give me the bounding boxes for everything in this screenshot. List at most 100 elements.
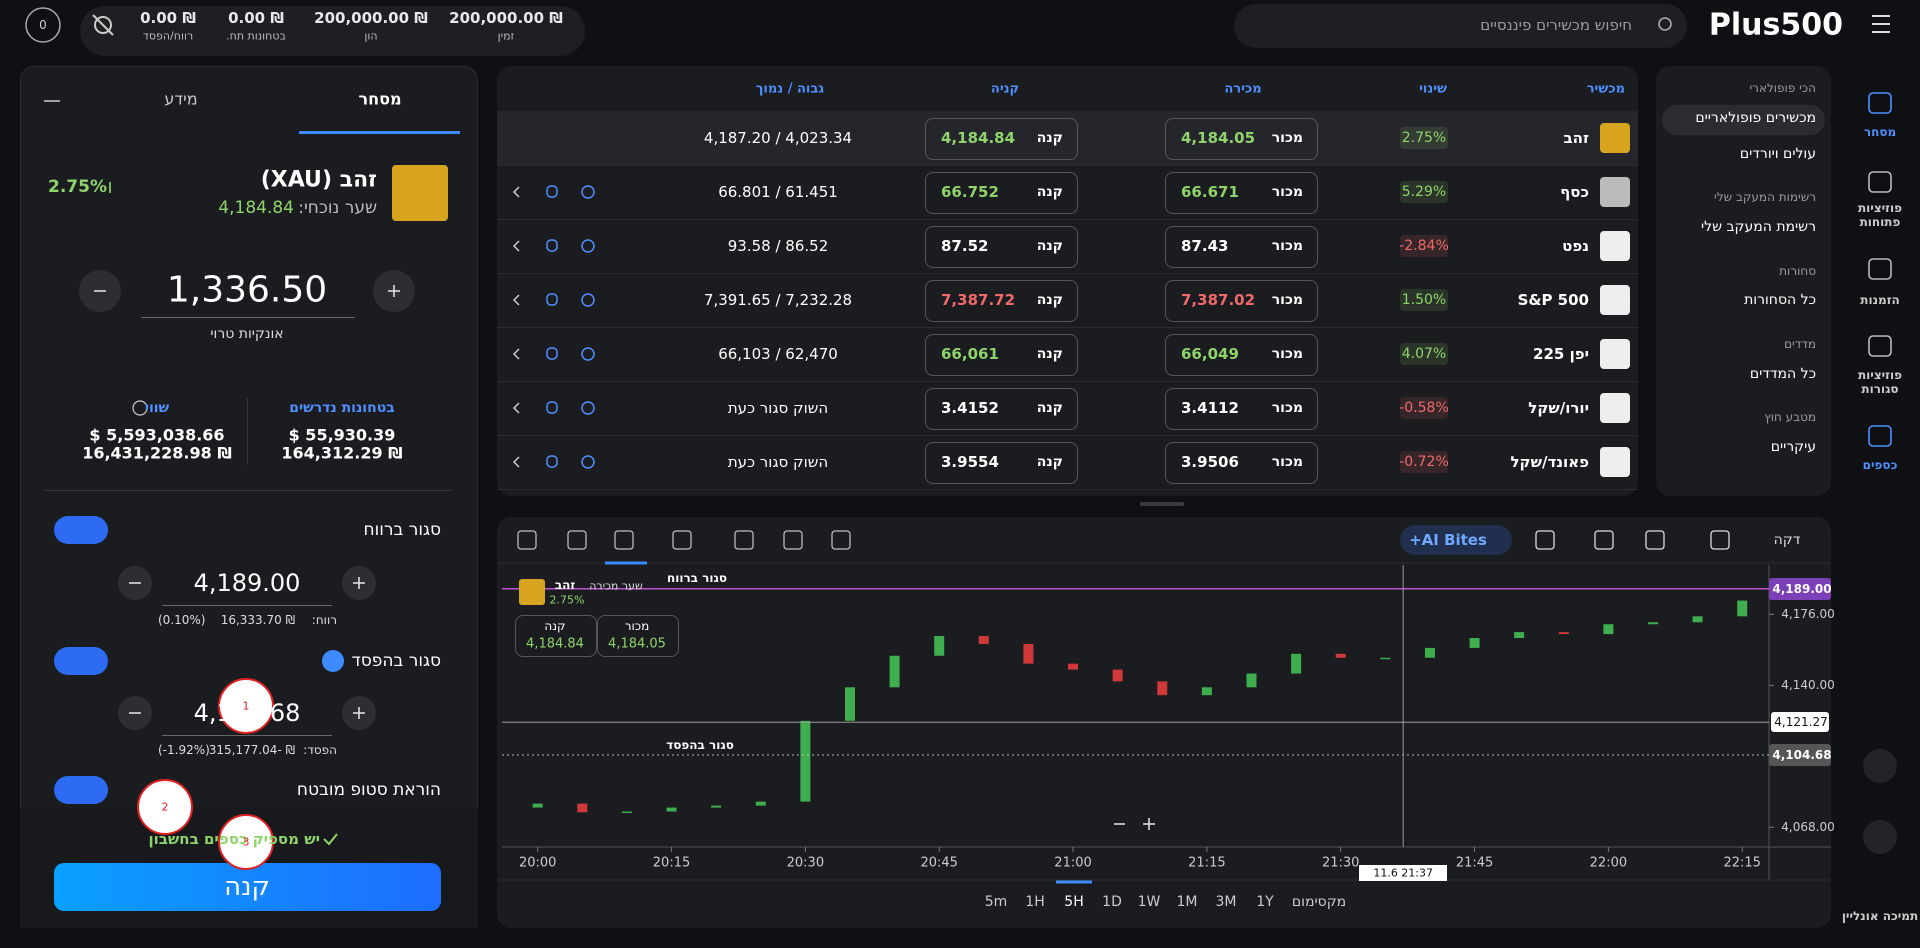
quick-trade[interactable] <box>515 615 597 657</box>
price-button[interactable] <box>1165 334 1318 376</box>
price-button[interactable] <box>1165 388 1318 430</box>
buy-button[interactable] <box>54 863 441 911</box>
price-button[interactable] <box>1165 118 1318 160</box>
favorite-icon[interactable] <box>581 455 595 469</box>
price-button[interactable] <box>1165 442 1318 484</box>
tab[interactable]: מידע <box>164 89 198 109</box>
alert-icon[interactable] <box>546 185 558 198</box>
nav-label[interactable]: כספים <box>1862 458 1898 472</box>
price-button[interactable] <box>1165 280 1318 322</box>
row-chevron[interactable] <box>512 456 520 468</box>
timeframe[interactable]: 1H <box>1025 894 1045 910</box>
category-item[interactable]: רשימת המעקב שלי <box>1700 219 1816 235</box>
price-button[interactable] <box>925 280 1078 322</box>
toggle[interactable] <box>54 776 108 804</box>
alert-icon[interactable] <box>546 293 558 306</box>
tab[interactable]: מסחר <box>358 89 402 109</box>
category-item[interactable]: עולים ויורדים <box>1739 146 1816 162</box>
timeframe[interactable]: מקסימום <box>1291 894 1347 910</box>
instrument-name[interactable]: יפן 225 <box>1533 345 1589 363</box>
toggle[interactable] <box>54 516 108 544</box>
timeframe[interactable]: 5m <box>984 894 1008 910</box>
favorite-icon[interactable] <box>581 347 595 361</box>
tool-icon[interactable] <box>1594 530 1614 550</box>
timeframe[interactable]: 5H <box>1064 894 1084 910</box>
tool-icon[interactable] <box>614 530 634 550</box>
candle <box>978 636 989 644</box>
row-chevron[interactable] <box>512 186 520 198</box>
alert-icon[interactable] <box>546 455 558 468</box>
row-chevron[interactable] <box>512 294 520 306</box>
buy-button-label[interactable]: קנה <box>224 872 270 902</box>
category-item[interactable]: עיקריים <box>1770 439 1816 455</box>
price-button[interactable] <box>1165 172 1318 214</box>
favorite-icon[interactable] <box>581 293 595 307</box>
category-item[interactable]: כל המדדים <box>1749 366 1816 382</box>
nav-icon[interactable] <box>1868 425 1892 447</box>
instrument-name[interactable]: כסף <box>1560 183 1589 201</box>
tool-icon[interactable] <box>567 530 587 550</box>
tool-icon[interactable] <box>734 530 754 550</box>
category-item[interactable]: מכשירים פופולאריים <box>1695 110 1816 126</box>
instrument-name[interactable]: S&P 500 <box>1517 291 1589 309</box>
instrument-name[interactable]: פאונד/שקל <box>1510 453 1589 471</box>
quick-trade[interactable] <box>597 615 679 657</box>
tool-icon[interactable] <box>1710 530 1730 550</box>
nav-label[interactable]: מסחר <box>1863 125 1897 139</box>
price-button[interactable] <box>925 172 1078 214</box>
change-value: 1.50% <box>1401 292 1447 308</box>
theme-button[interactable] <box>1863 749 1897 783</box>
instrument-name[interactable]: יורו/שקל <box>1528 399 1589 417</box>
favorite-icon[interactable] <box>581 239 595 253</box>
alert-icon[interactable] <box>546 401 558 414</box>
row-chevron[interactable] <box>512 240 520 252</box>
nav-icon[interactable] <box>1868 258 1892 280</box>
nav-icon[interactable] <box>1868 335 1892 357</box>
order-value[interactable]: 4,189.00 <box>193 569 301 597</box>
order-value[interactable]: 4,104.68 <box>193 699 301 727</box>
high-low: 7,232.28 / 7,391.65 <box>703 291 853 309</box>
nav-label[interactable]: פוזיציות סגורות <box>1857 368 1903 396</box>
candle <box>532 803 543 808</box>
nav-label[interactable]: הזמנות <box>1860 293 1900 307</box>
instrument-name[interactable]: נפט <box>1562 237 1589 255</box>
tool-icon[interactable] <box>783 530 803 550</box>
tool-icon[interactable] <box>831 530 851 550</box>
price-button[interactable] <box>925 442 1078 484</box>
row-chevron[interactable] <box>512 348 520 360</box>
tool-icon[interactable] <box>672 530 692 550</box>
eye-icon[interactable] <box>94 16 112 34</box>
timeframe[interactable]: 1D <box>1102 894 1122 910</box>
price-button[interactable] <box>1165 226 1318 268</box>
price-button[interactable] <box>925 118 1078 160</box>
theme-button[interactable] <box>1863 820 1897 854</box>
interval[interactable]: דקה <box>1773 532 1801 548</box>
price-button[interactable] <box>925 226 1078 268</box>
take-profit-value: 4,189.00 <box>1772 581 1832 596</box>
alert-icon[interactable] <box>546 347 558 360</box>
search-box[interactable] <box>1234 4 1687 48</box>
quantity[interactable]: 1,336.50 <box>166 269 328 311</box>
timeframe[interactable]: 1W <box>1137 894 1161 910</box>
favorite-icon[interactable] <box>581 185 595 199</box>
row-chevron[interactable] <box>512 402 520 414</box>
tool-icon[interactable] <box>1535 530 1555 550</box>
nav-icon[interactable] <box>1868 171 1892 193</box>
account-badge[interactable] <box>25 7 61 43</box>
nav-label[interactable]: פוזיציות פתוחות <box>1857 201 1903 229</box>
alert-icon[interactable] <box>546 239 558 252</box>
instrument-name[interactable]: זהב <box>1563 129 1589 147</box>
category-item[interactable]: כל הסחורות <box>1744 292 1816 308</box>
timeframe[interactable]: 1M <box>1176 894 1198 910</box>
ai-button[interactable] <box>1400 525 1512 555</box>
timeframe[interactable]: 3M <box>1215 894 1237 910</box>
nav-icon[interactable] <box>1868 92 1892 114</box>
timeframe[interactable]: 1Y <box>1256 894 1274 910</box>
tool-icon[interactable] <box>517 530 537 550</box>
favorite-icon[interactable] <box>581 401 595 415</box>
price-button[interactable] <box>925 388 1078 430</box>
price-button[interactable] <box>925 334 1078 376</box>
price-action: קנה <box>1036 400 1063 416</box>
toggle[interactable] <box>54 647 108 675</box>
tool-icon[interactable] <box>1645 530 1665 550</box>
